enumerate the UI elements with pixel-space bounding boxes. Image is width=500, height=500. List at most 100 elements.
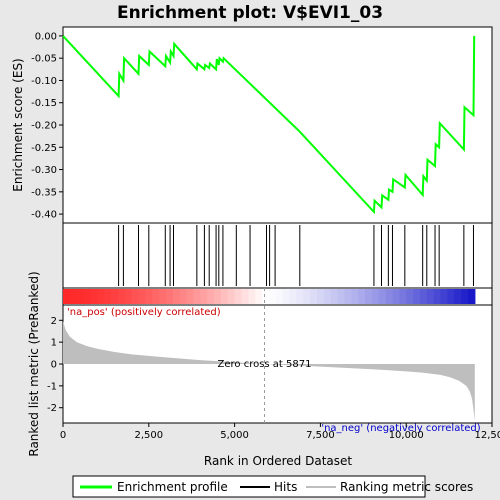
es-y-tick-label: -0.30 [31, 165, 57, 176]
es-y-tick-label: 0.00 [35, 31, 57, 42]
color-band-segment [69, 289, 78, 304]
color-band-segment [227, 289, 236, 304]
es-y-tick-label: -0.20 [31, 121, 57, 132]
color-band-segment [378, 289, 387, 304]
metric-y-tick-label: -1 [47, 381, 57, 392]
color-band-segment [323, 289, 332, 304]
es-y-tick-label: -0.15 [31, 98, 57, 109]
color-band-segment [172, 289, 181, 304]
color-band-segment [358, 289, 366, 304]
color-band-segment [152, 289, 160, 304]
enrichment-profile-line [62, 35, 476, 215]
color-band-segment [262, 289, 270, 304]
legend-hits-label: Hits [274, 480, 297, 494]
color-band-segment [467, 289, 476, 304]
rank-color-band [62, 287, 493, 306]
positive-correlation-label: 'na_pos' (positively correlated) [67, 307, 221, 318]
color-band-segment [76, 289, 85, 304]
metric-y-axis-label: Ranked list metric (PreRanked) [27, 271, 41, 456]
color-band-segment [104, 289, 112, 304]
color-band-segment [179, 289, 188, 304]
color-band-segment [447, 289, 455, 304]
color-band-segment [310, 289, 318, 304]
color-band-segment [83, 289, 92, 304]
legend-metric-label: Ranking metric scores [340, 480, 473, 494]
color-band-segment [392, 289, 400, 304]
color-band-segment [406, 289, 414, 304]
metric-y-tick-label: 2 [51, 316, 57, 327]
negative-correlation-label: 'na_neg' (negatively correlated) [321, 423, 480, 434]
color-band-segment [433, 289, 442, 304]
color-band-segment [186, 289, 195, 304]
color-band-segment [145, 289, 153, 304]
color-band-segment [399, 289, 407, 304]
x-tick-label: 7,500 [306, 430, 335, 441]
metric-panel: 2 1 0 -1 -2 'na_pos' (positively correlated)… [27, 271, 493, 457]
color-band-segment [454, 289, 462, 304]
es-y-tick-label: -0.10 [31, 76, 57, 87]
color-band-segment [440, 289, 448, 304]
metric-y-tick-label: 1 [51, 338, 57, 349]
color-band-segment [268, 289, 277, 304]
metric-y-ticks: 2 1 0 -1 -2 [47, 316, 63, 414]
color-band-segment [344, 289, 352, 304]
es-y-tick-label: -0.25 [31, 143, 57, 154]
es-panel: 0.00 -0.05 -0.10 -0.15 -0.20 -0.25 -0.30 -0.35 -… [11, 26, 493, 224]
x-axis-ticks: 0 2,500 5,000 7,500 10,000 12,500 [60, 423, 500, 441]
color-band-segment [337, 289, 346, 304]
x-axis-label: Rank in Ordered Dataset [204, 454, 352, 468]
color-band-segment [275, 289, 284, 304]
x-tick-label: 5,000 [220, 430, 249, 441]
color-band-segment [131, 289, 140, 304]
color-band-segment [303, 289, 311, 304]
color-band-segment [296, 289, 304, 304]
color-band-segment [63, 289, 71, 304]
color-band-segment [248, 289, 256, 304]
legend-profile-label: Enrichment profile [117, 480, 228, 494]
color-band-segment [193, 289, 201, 304]
color-band-segment [214, 289, 222, 304]
es-y-tick-label: -0.05 [31, 54, 57, 65]
es-y-ticks: 0.00 -0.05 -0.10 -0.15 -0.20 -0.25 -0.30 -0.35 -… [31, 31, 63, 221]
x-tick-label: 2,500 [134, 430, 163, 441]
color-band-segment [351, 289, 359, 304]
x-tick-label: 0 [60, 430, 66, 441]
metric-y-tick-label: -2 [47, 403, 57, 414]
chart-title: Enrichment plot: V$EVI1_03 [117, 3, 383, 23]
es-panel-background [62, 26, 493, 224]
color-band-segment [365, 289, 373, 304]
es-y-tick-label: -0.35 [31, 187, 57, 198]
hits-panel-background [62, 222, 493, 289]
color-band-segment [124, 289, 133, 304]
color-band-segment [90, 289, 98, 304]
color-band-segment [97, 289, 105, 304]
legend: Enrichment profile Hits Ranking metric s… [72, 475, 473, 498]
metric-y-tick-label: 0 [51, 360, 57, 371]
x-tick-label: 10,000 [389, 430, 424, 441]
color-band-segment [220, 289, 229, 304]
color-band-segment [159, 289, 167, 304]
es-y-axis-label: Enrichment score (ES) [11, 58, 25, 191]
zero-cross-label: Zero cross at 5871 [218, 359, 312, 370]
color-band-segment [207, 289, 215, 304]
color-band-segment [255, 289, 263, 304]
color-band-segment [316, 289, 325, 304]
color-band-segment [282, 289, 291, 304]
color-band-segment [385, 289, 394, 304]
es-y-tick-label: -0.40 [31, 210, 57, 221]
hits-panel [62, 222, 493, 289]
color-band-segment [234, 289, 243, 304]
color-band-segment [200, 289, 208, 304]
x-tick-label: 12,500 [475, 430, 500, 441]
color-band-segment [138, 289, 146, 304]
color-band-segment [419, 289, 428, 304]
color-band-segment [165, 289, 174, 304]
color-band-segment [241, 289, 249, 304]
color-band-segment [461, 289, 469, 304]
color-band-segment [330, 289, 339, 304]
color-band-segment [289, 289, 297, 304]
color-band-segment [371, 289, 380, 304]
color-band-segment [117, 289, 126, 304]
color-band-segment [413, 289, 421, 304]
